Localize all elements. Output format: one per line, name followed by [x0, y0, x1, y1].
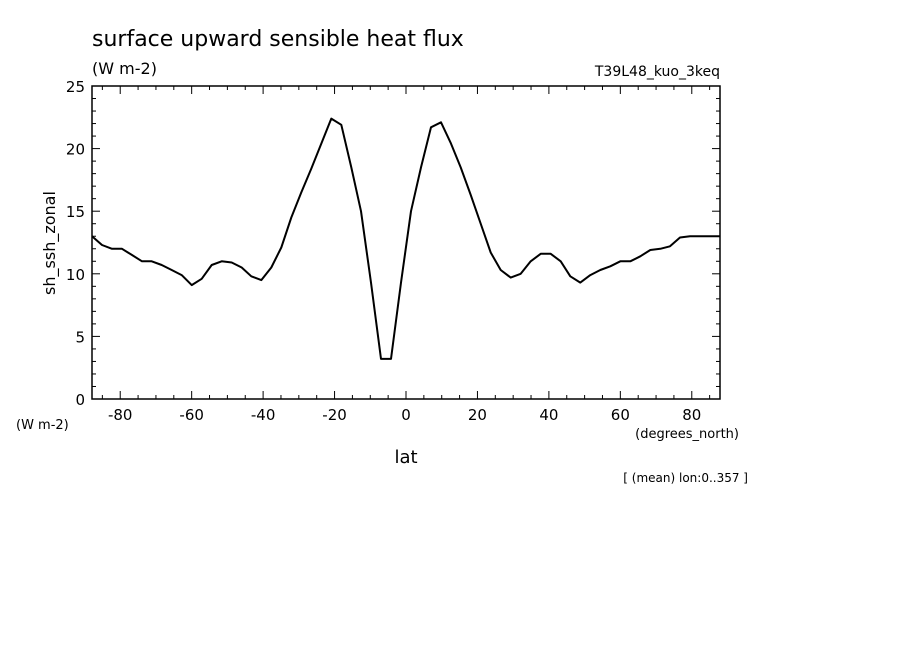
- x-axis-label: lat: [394, 447, 417, 468]
- y-axis: 0 5 10 15 20 25: [66, 78, 720, 409]
- x-tick-label: -40: [251, 406, 276, 424]
- x-axis-units: (degrees_north): [635, 427, 739, 442]
- x-tick-label: -80: [108, 406, 133, 424]
- x-axis: -80 -60 -40 -20 0 20 40 60 80: [101, 86, 711, 424]
- series-line: [91, 117, 720, 360]
- run-label: T39L48_kuo_3keq: [594, 64, 720, 80]
- x-tick-label: -20: [322, 406, 347, 424]
- y-tick-label: 25: [66, 78, 85, 96]
- y-tick-label: 10: [66, 266, 85, 284]
- y-tick-label: 15: [66, 203, 85, 221]
- x-tick-label: 60: [611, 406, 630, 424]
- y-axis-units: (W m-2): [16, 418, 69, 433]
- y-tick-label: 0: [75, 391, 85, 409]
- y-tick-label: 20: [66, 141, 85, 159]
- x-tick-label: 80: [682, 406, 701, 424]
- x-tick-label: -60: [179, 406, 204, 424]
- chart-subtitle: (W m-2): [92, 59, 157, 78]
- plot-frame: [91, 85, 721, 400]
- chart-title: surface upward sensible heat flux: [92, 27, 464, 52]
- y-tick-label: 5: [75, 328, 85, 346]
- footnote: [ (mean) lon:0..357 ]: [623, 471, 748, 485]
- y-axis-label: sh_ssh_zonal: [40, 191, 60, 295]
- x-tick-label: 0: [401, 406, 411, 424]
- x-tick-label: 40: [539, 406, 558, 424]
- x-tick-label: 20: [468, 406, 487, 424]
